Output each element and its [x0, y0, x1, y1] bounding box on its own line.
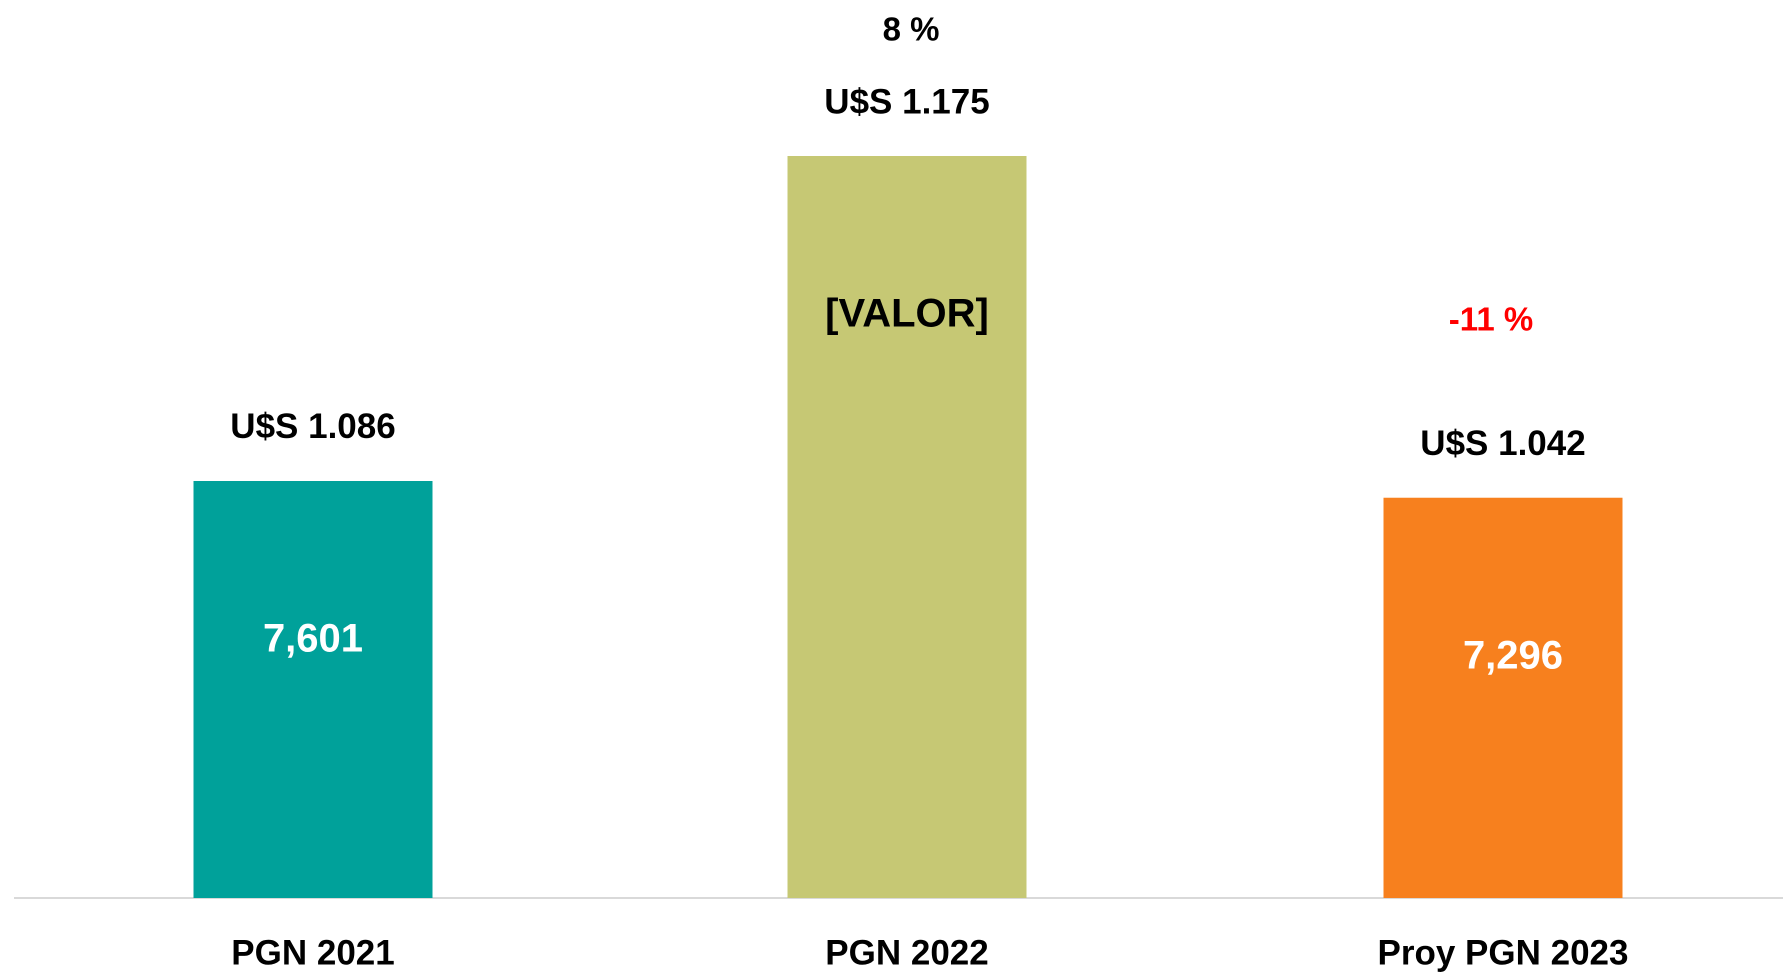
- usd-label: U$S 1.086: [230, 407, 395, 446]
- bar: [787, 156, 1027, 898]
- change-label: 8 %: [883, 11, 940, 48]
- value-label: 7,296: [1463, 633, 1563, 677]
- change-label: -11 %: [1449, 300, 1533, 337]
- usd-label: U$S 1.175: [824, 82, 989, 121]
- bar: [1383, 497, 1623, 898]
- value-label: 7,601: [263, 617, 363, 661]
- usd-label: U$S 1.042: [1420, 424, 1585, 463]
- value-label: [VALOR]: [825, 292, 989, 336]
- x-tick-label: PGN 2021: [231, 933, 394, 972]
- x-tick-label: PGN 2022: [825, 933, 988, 972]
- bar: [193, 480, 433, 898]
- x-tick-label: Proy PGN 2023: [1378, 933, 1629, 972]
